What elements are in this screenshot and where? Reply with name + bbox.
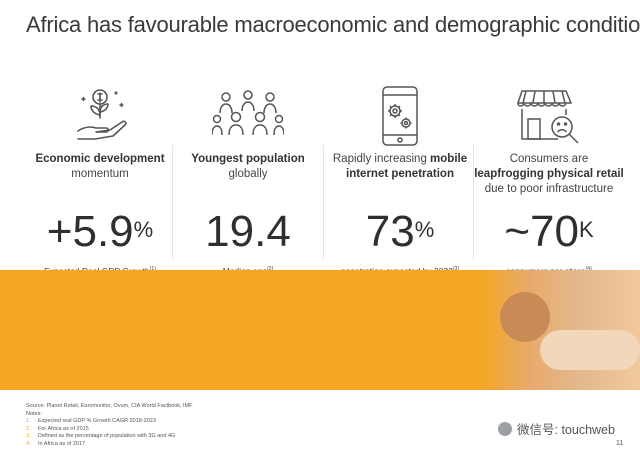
footnote-ref: (4) (586, 266, 592, 272)
stat-unit: % (414, 217, 435, 242)
caption-text: Rapidly increasing (332, 153, 427, 165)
note-item: 1. Expected real GDP % Growth CAGR 2018-2… (26, 418, 156, 424)
note-item: 4. In Africa as of 2017 (26, 440, 86, 447)
wechat-watermark: 微信号: touchweb (498, 419, 615, 438)
note-item: 3. Defined as the percentage of populatio… (26, 433, 176, 439)
footnote-ref: (1) (150, 266, 156, 272)
stat-caption: Rapidly increasing mobile internet penet… (325, 152, 475, 204)
caption-text: due to poor infrastructure (484, 183, 614, 195)
caption-text: globally (228, 168, 268, 180)
caption-line: Rapidly increasing mobile (333, 152, 467, 167)
caption-text: Consumers are (509, 153, 589, 165)
note-item: 2. For Africa as of 2015 (26, 425, 89, 432)
slide-title: Africa has favourable macroeconomic and … (26, 12, 640, 37)
accent-band (0, 270, 640, 390)
stat-value: +5.9% (25, 210, 175, 254)
mobile-gears-icon (325, 80, 475, 152)
stat-consumers-per-store: Consumers are leapfrogging physical reta… (474, 80, 624, 276)
column-divider (323, 145, 324, 260)
plant-money-hand-icon (25, 80, 175, 152)
watermark-text: 微信号: touchweb (517, 423, 615, 437)
stat-unit: % (133, 217, 154, 242)
caption-bold: leapfrogging physical retail (474, 168, 624, 180)
stat-mobile-internet: Rapidly increasing mobile internet penet… (325, 80, 475, 276)
photo-figure (500, 292, 550, 342)
stat-caption: Economic development momentum (25, 152, 175, 204)
column-divider (473, 145, 474, 260)
caption-text: momentum (71, 168, 129, 180)
stat-number: +5.9 (46, 207, 134, 256)
caption-bold: internet penetration (346, 168, 454, 180)
wechat-icon (498, 421, 512, 436)
stat-value: 73% (325, 210, 475, 254)
caption-bold: Economic development (35, 153, 165, 165)
stat-caption: Youngest population globally (173, 152, 323, 204)
stat-youngest-population: Youngest population globally 19.4 Median… (173, 80, 323, 276)
stat-number: 73 (365, 207, 415, 256)
source-line: Source: Planet Retail, Euromonitor, Ovum… (26, 403, 193, 409)
page-number: 11 (616, 440, 624, 447)
footnote-ref: (2) (267, 266, 273, 272)
footnotes: Source: Planet Retail, Euromonitor, Ovum… (26, 403, 193, 448)
notes-label: Notes: (26, 410, 42, 417)
storefront-sad-icon (474, 80, 624, 152)
stat-caption: Consumers are leapfrogging physical reta… (474, 152, 624, 204)
caption-bold: mobile (430, 153, 468, 165)
stat-economic-development: Economic development momentum +5.9% Expe… (25, 80, 175, 276)
stat-value: ~70K (474, 210, 624, 254)
stat-number: ~70 (504, 207, 579, 256)
footnote-ref: (3) (453, 266, 459, 272)
crowd-people-icon (173, 80, 323, 152)
column-divider (172, 145, 173, 260)
stat-unit: K (578, 217, 594, 242)
stat-number: 19.4 (205, 207, 291, 256)
people-photo (480, 270, 640, 390)
stat-value: 19.4 (173, 210, 323, 254)
caption-bold: Youngest population (191, 153, 305, 165)
photo-figure (540, 330, 640, 370)
